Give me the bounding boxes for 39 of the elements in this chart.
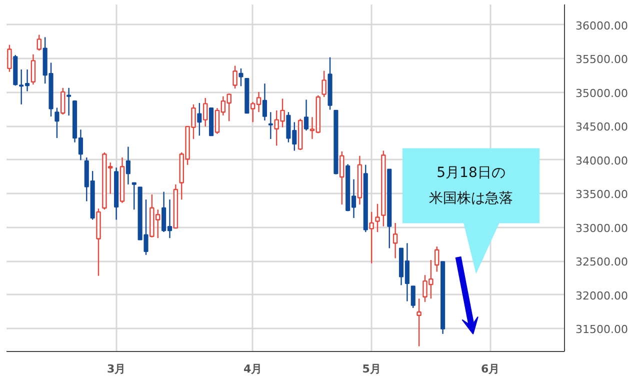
annotation: 5月18日の [436, 164, 506, 181]
y-tick-label: 33000.00 [576, 222, 628, 235]
candlestick [60, 87, 66, 116]
candlestick [410, 286, 416, 309]
candlestick [66, 87, 72, 116]
candlestick [232, 65, 238, 90]
candlestick [369, 211, 374, 264]
y-tick-label: 35500.00 [576, 53, 628, 66]
y-tick-label: 31500.00 [576, 323, 628, 336]
y-tick-label: 36000.00 [576, 19, 628, 32]
candlestick [416, 298, 422, 347]
y-tick-label: 32500.00 [576, 256, 628, 269]
x-tick-label: 4月 [244, 362, 262, 376]
x-tick-label: 6月 [480, 362, 500, 376]
candlestick [268, 112, 273, 140]
x-tick-label: 5月 [362, 362, 381, 376]
candlestick [197, 102, 202, 136]
candlestick [54, 107, 60, 139]
candlestick [262, 82, 268, 122]
candlestick [132, 182, 136, 210]
annotation: 米国株は急落 [429, 190, 514, 207]
y-tick-label: 34000.00 [576, 154, 628, 168]
candlestick [304, 99, 309, 132]
y-tick-label: 34500.00 [576, 120, 628, 134]
candlestick [30, 54, 36, 86]
y-tick-label: 33500.00 [576, 188, 628, 202]
y-tick-label: 35000.00 [576, 86, 628, 100]
candlestick [434, 246, 440, 272]
candlestick [36, 34, 42, 52]
candlestick [202, 97, 208, 128]
candlestick [238, 68, 244, 87]
candlestick [392, 222, 398, 259]
candlestick [322, 70, 326, 98]
candlestick [7, 44, 12, 72]
y-tick-label: 32000.00 [576, 289, 628, 302]
x-tick-label: 3月 [106, 362, 126, 376]
candlestick [126, 146, 130, 186]
candlestick [375, 203, 380, 233]
candlestick [340, 150, 344, 206]
